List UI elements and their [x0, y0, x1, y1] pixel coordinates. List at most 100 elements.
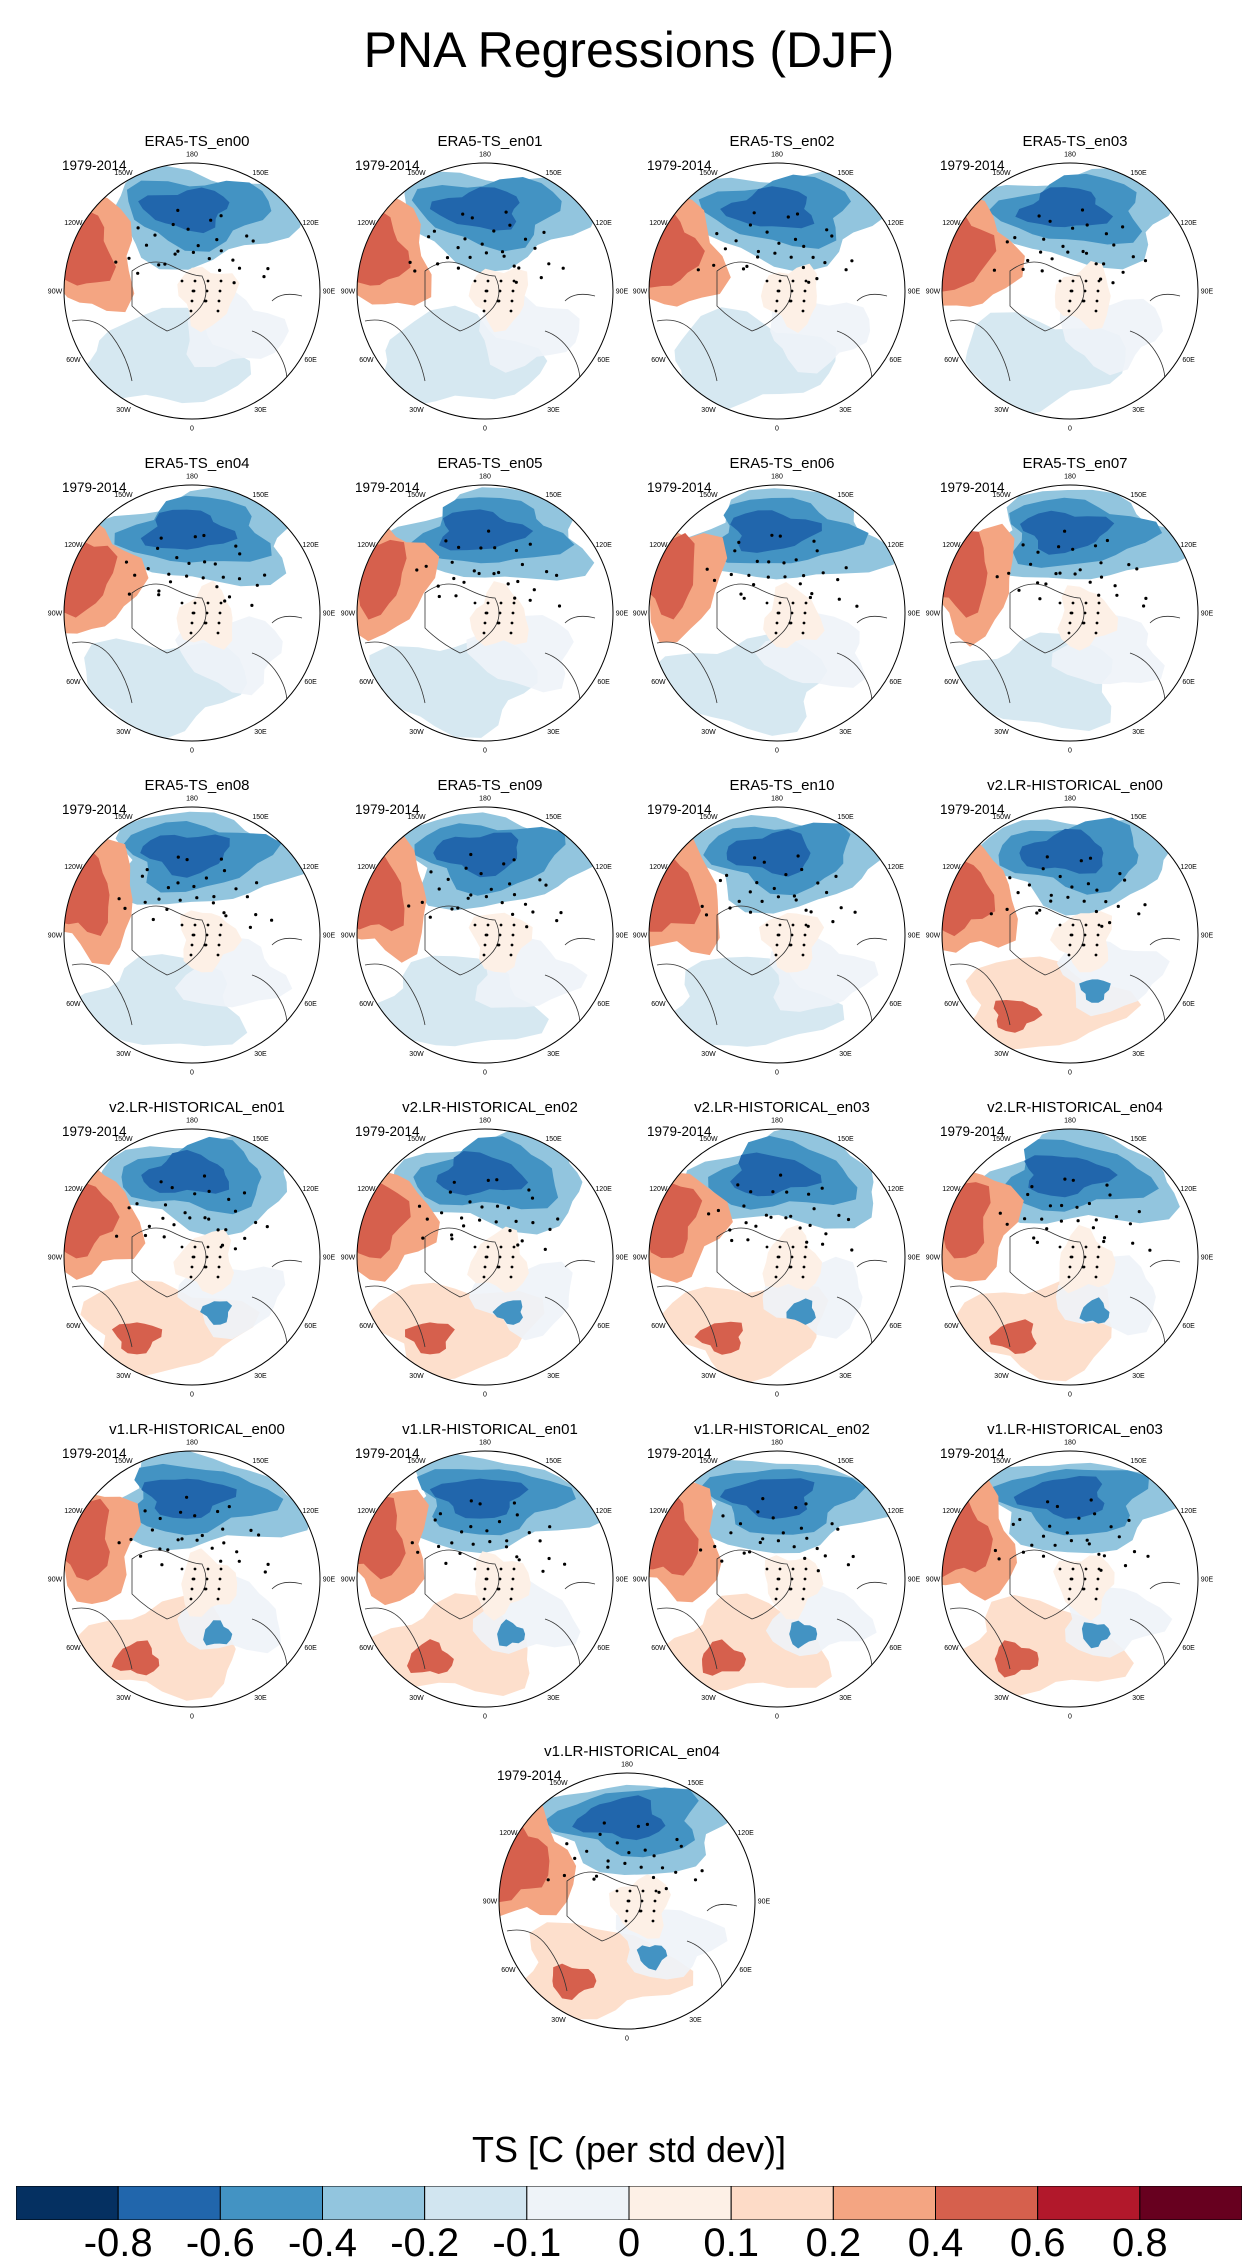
longitude-label: 180 [1064, 796, 1076, 803]
polar-map: 180 150E 120E 90E 60E 30E 0 30W 60W 90W 120W 150W [48, 474, 336, 755]
map-field [64, 807, 320, 1063]
longitude-label: 30E [839, 1051, 852, 1058]
longitude-label: 150W [992, 814, 1011, 821]
longitude-label: 30E [1132, 407, 1145, 414]
longitude-label: 0 [1068, 1070, 1072, 1077]
longitude-label: 180 [1064, 1440, 1076, 1447]
map-field [499, 1773, 755, 2029]
longitude-label: 0 [190, 748, 194, 755]
polar-map: 180 150E 120E 90E 60E 30E 0 30W 60W 90W 120W 150W [48, 1440, 336, 1721]
longitude-label: 90W [926, 289, 941, 296]
longitude-label: 90W [341, 933, 356, 940]
longitude-label: 30E [839, 1373, 852, 1380]
longitude-label: 60E [889, 1645, 902, 1652]
longitude-label: 90W [926, 933, 941, 940]
longitude-label: 90E [323, 611, 336, 618]
longitude-label: 0 [625, 2036, 629, 2043]
panel-period: 1979-2014 [355, 1446, 420, 1461]
longitude-label: 0 [483, 1714, 487, 1721]
polar-map: 180 150E 120E 90E 60E 30E 0 30W 60W 90W 120W 150W [341, 152, 629, 433]
map-boundary [356, 162, 614, 420]
panel-period: 1979-2014 [647, 1124, 712, 1139]
longitude-label: 60E [597, 679, 610, 686]
map-boundary [941, 484, 1199, 742]
panel-period: 1979-2014 [497, 1768, 562, 1783]
map-boundary [941, 162, 1199, 420]
panel-title: v1.LR-HISTORICAL_en03 [987, 1421, 1163, 1438]
longitude-label: 60W [359, 357, 374, 364]
colorbar-swatch [1037, 2186, 1141, 2220]
longitude-label: 120E [302, 1508, 319, 1515]
colorbar-tick-label: -0.8 [83, 2221, 153, 2265]
longitude-label: 120E [595, 220, 612, 227]
longitude-label: 150E [1130, 492, 1147, 499]
map-boundary [63, 1128, 321, 1386]
longitude-label: 30W [701, 1373, 716, 1380]
longitude-label: 150E [545, 492, 562, 499]
map-boundary [63, 162, 321, 420]
longitude-label: 60E [1182, 1645, 1195, 1652]
longitude-label: 0 [1068, 1714, 1072, 1721]
longitude-label: 30E [689, 2017, 702, 2024]
longitude-label: 180 [479, 1118, 491, 1125]
longitude-label: 30W [116, 729, 131, 736]
map-field [357, 163, 613, 419]
colorbar-swatch [322, 2186, 426, 2220]
longitude-label: 90W [633, 1577, 648, 1584]
polar-map: 180 150E 120E 90E 60E 30E 0 30W 60W 90W 120W 150W [483, 1762, 771, 2043]
panel-period: 1979-2014 [355, 1124, 420, 1139]
longitude-label: 60E [889, 1001, 902, 1008]
polar-map: 180 150E 120E 90E 60E 30E 0 30W 60W 90W 120W 150W [48, 796, 336, 1077]
longitude-label: 90W [341, 611, 356, 618]
longitude-label: 30E [254, 729, 267, 736]
map-panel: 180 150E 120E 90E 60E 30E 0 30W 60W 90W 120W 150W v2… [926, 1099, 1214, 1399]
longitude-label: 150W [114, 1136, 133, 1143]
longitude-label: 90W [633, 1255, 648, 1262]
longitude-label: 150W [407, 814, 426, 821]
longitude-label: 30W [701, 729, 716, 736]
polar-map: 180 150E 120E 90E 60E 30E 0 30W 60W 90W 120W 150W [926, 1118, 1214, 1399]
longitude-label: 60W [944, 357, 959, 364]
longitude-label: 60E [889, 357, 902, 364]
map-panel: 180 150E 120E 90E 60E 30E 0 30W 60W 90W 120W 150W v1… [48, 1421, 336, 1721]
longitude-label: 0 [775, 1714, 779, 1721]
longitude-label: 30E [547, 729, 560, 736]
longitude-label: 180 [771, 152, 783, 159]
longitude-label: 120E [887, 542, 904, 549]
map-field [64, 1451, 320, 1707]
map-panel: 180 150E 120E 90E 60E 30E 0 30W 60W 90W 120W 150W v1… [926, 1421, 1214, 1721]
map-boundary [63, 1450, 321, 1708]
longitude-label: 180 [771, 796, 783, 803]
longitude-label: 180 [479, 796, 491, 803]
map-field [649, 485, 905, 741]
map-boundary [648, 484, 906, 742]
longitude-label: 60E [1182, 1323, 1195, 1330]
longitude-label: 150E [1130, 1136, 1147, 1143]
longitude-label: 90E [1201, 289, 1214, 296]
longitude-label: 60E [304, 357, 317, 364]
longitude-label: 120E [595, 864, 612, 871]
longitude-label: 60W [944, 1323, 959, 1330]
colorbar-tick-label: -0.6 [185, 2221, 255, 2265]
longitude-label: 90E [908, 289, 921, 296]
longitude-label: 120E [595, 1508, 612, 1515]
map-field [942, 163, 1198, 419]
longitude-label: 120E [887, 1508, 904, 1515]
longitude-label: 90E [616, 289, 629, 296]
longitude-label: 90E [616, 611, 629, 618]
longitude-label: 30W [116, 1695, 131, 1702]
longitude-label: 90E [616, 1255, 629, 1262]
panel-period: 1979-2014 [62, 1124, 127, 1139]
longitude-label: 0 [483, 1070, 487, 1077]
map-panel: 180 150E 120E 90E 60E 30E 0 30W 60W 90W 120W 150W ER… [926, 133, 1214, 433]
panel-period: 1979-2014 [355, 158, 420, 173]
map-field [649, 163, 905, 419]
panel-period: 1979-2014 [355, 480, 420, 495]
longitude-label: 150E [1130, 1458, 1147, 1465]
longitude-label: 120W [942, 542, 961, 549]
polar-map: 180 150E 120E 90E 60E 30E 0 30W 60W 90W 120W 150W [341, 1118, 629, 1399]
longitude-label: 120E [302, 1186, 319, 1193]
longitude-label: 180 [186, 1118, 198, 1125]
map-field [649, 1129, 905, 1385]
longitude-label: 150E [837, 170, 854, 177]
